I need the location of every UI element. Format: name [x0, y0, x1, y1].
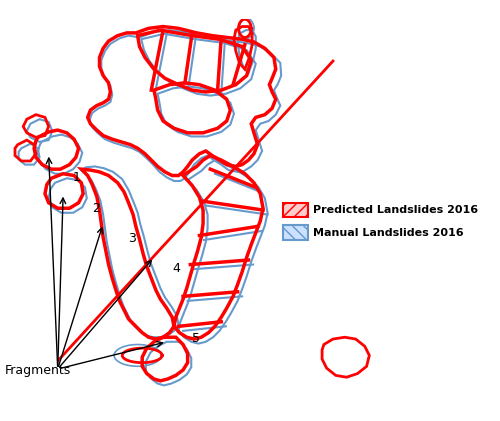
Bar	[283, 203, 308, 217]
Text: Fragments: Fragments	[5, 364, 71, 376]
Text: 3: 3	[128, 232, 136, 245]
Text: 5: 5	[192, 332, 200, 345]
Text: 1: 1	[72, 171, 80, 184]
Text: Manual Landslides 2016: Manual Landslides 2016	[313, 228, 464, 238]
Text: 2: 2	[92, 202, 100, 215]
Bar	[283, 226, 308, 240]
Text: 4: 4	[172, 262, 180, 275]
Text: Predicted Landslides 2016: Predicted Landslides 2016	[313, 205, 478, 215]
